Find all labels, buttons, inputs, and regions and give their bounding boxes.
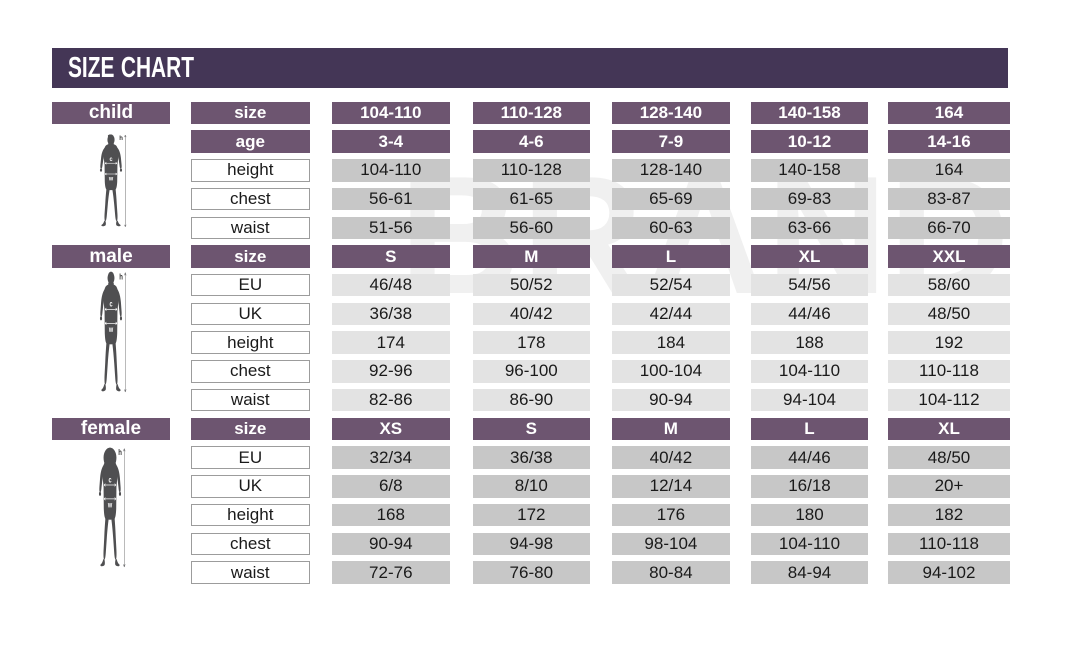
svg-text:h: h bbox=[119, 135, 123, 142]
svg-text:w: w bbox=[108, 176, 114, 182]
svg-text:h: h bbox=[118, 447, 122, 457]
svg-text:w: w bbox=[108, 326, 114, 334]
svg-text:c: c bbox=[109, 300, 112, 308]
svg-text:h: h bbox=[119, 271, 123, 281]
svg-text:c: c bbox=[108, 476, 111, 484]
svg-text:w: w bbox=[107, 501, 113, 509]
